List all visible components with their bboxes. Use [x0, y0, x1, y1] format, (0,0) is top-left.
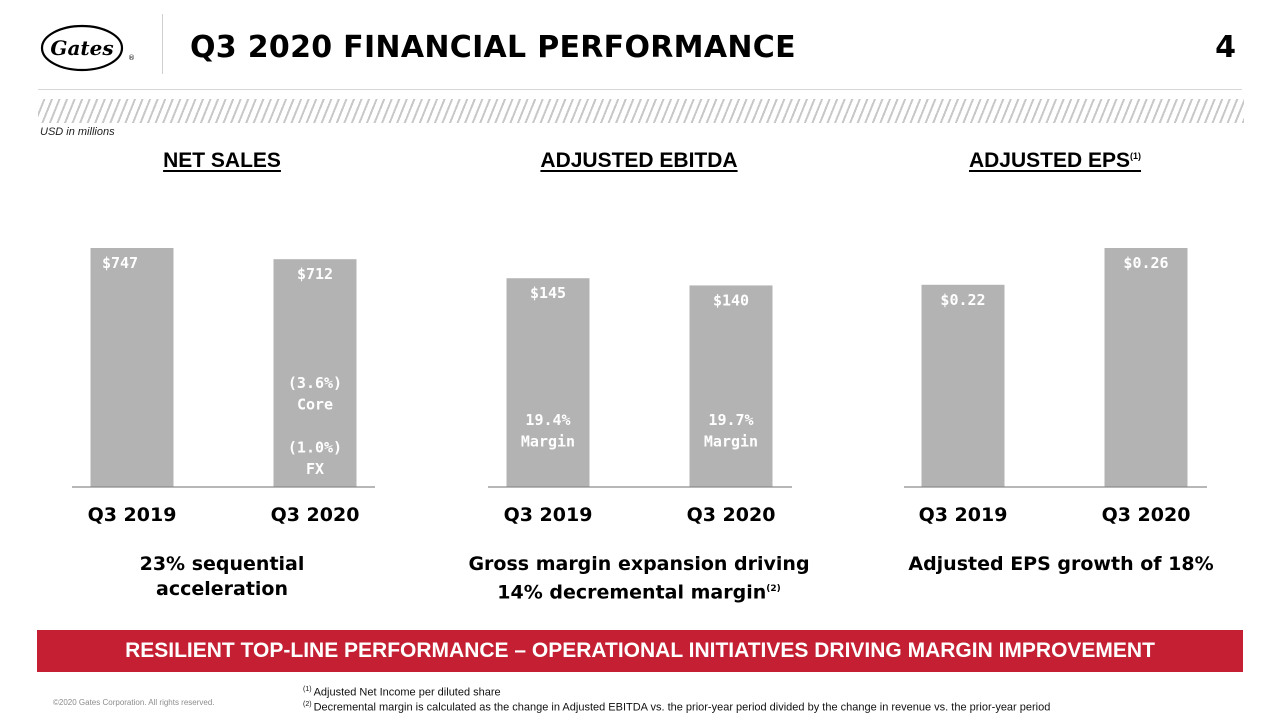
caption-net-sales: 23% sequential acceleration — [139, 553, 305, 600]
bar — [689, 285, 773, 487]
section-title-net-sales: NET SALES — [163, 149, 281, 172]
bar — [921, 284, 1005, 487]
data-label: $712 — [297, 265, 333, 283]
footnote-2: (2) Decremental margin is calculated as t… — [303, 701, 1051, 714]
bar — [273, 259, 357, 487]
logo-text: Gates — [50, 36, 113, 60]
hatch-divider — [38, 99, 1244, 123]
data-label: $140 — [713, 291, 749, 309]
category-label: Q3 2020 — [687, 504, 776, 526]
page-title: Q3 2020 FINANCIAL PERFORMANCE — [190, 30, 796, 65]
section-title-adjusted-ebitda: ADJUSTED EBITDA — [540, 149, 738, 172]
bar-annotation: FX — [306, 460, 324, 478]
section-title-adjusted-eps: ADJUSTED EPS(1) — [968, 149, 1142, 172]
units-note: USD in millions — [40, 126, 115, 138]
caption-adjusted-ebitda: Gross margin expansion driving 14% decre… — [468, 553, 810, 604]
bar — [90, 248, 174, 487]
bar — [1104, 248, 1188, 487]
bar-annotation: Margin — [521, 433, 575, 451]
category-label: Q3 2020 — [271, 504, 360, 526]
category-label: Q3 2019 — [919, 504, 1008, 526]
bar-annotation: (3.6%) — [288, 374, 342, 392]
copyright: ©2020 Gates Corporation. All rights rese… — [53, 698, 215, 707]
data-label: $0.26 — [1123, 254, 1168, 272]
svg-text:®: ® — [128, 54, 135, 62]
data-label: $0.22 — [940, 291, 985, 309]
bar-annotation: Core — [297, 396, 333, 414]
caption-adjusted-eps: Adjusted EPS growth of 18% — [908, 553, 1214, 575]
bar-annotation: (1.0%) — [288, 439, 342, 457]
footnote-1: (1) Adjusted Net Income per diluted share — [303, 686, 501, 699]
bar — [506, 278, 590, 487]
bar-annotation: Margin — [704, 433, 758, 451]
bar-annotation: 19.7% — [708, 411, 753, 429]
category-label: Q3 2019 — [88, 504, 177, 526]
header-divider — [162, 14, 163, 74]
category-label: Q3 2020 — [1102, 504, 1191, 526]
summary-banner: RESILIENT TOP-LINE PERFORMANCE – OPERATI… — [37, 630, 1243, 672]
banner-text: RESILIENT TOP-LINE PERFORMANCE – OPERATI… — [125, 639, 1155, 662]
gates-logo: Gates ® — [40, 24, 135, 72]
bar-annotation: 19.4% — [525, 411, 570, 429]
category-label: Q3 2019 — [504, 504, 593, 526]
header-rule — [38, 89, 1242, 90]
data-label: $145 — [530, 284, 566, 302]
data-label: $747 — [102, 254, 138, 272]
page-number: 4 — [1215, 30, 1236, 65]
